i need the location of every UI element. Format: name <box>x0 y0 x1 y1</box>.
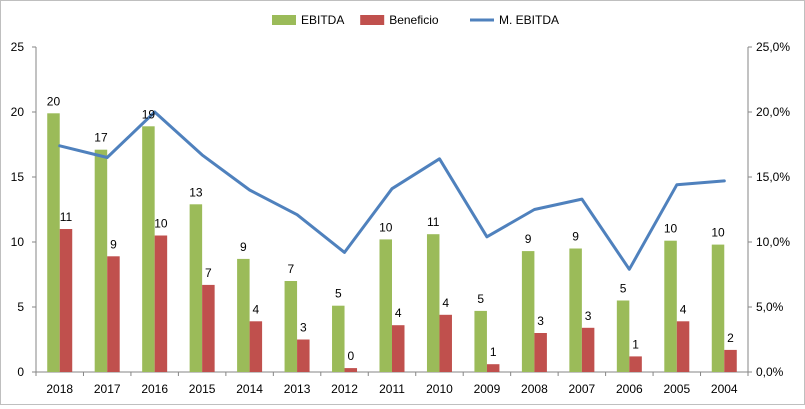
y-left-tick-label: 20 <box>11 105 25 119</box>
bar-ebitda <box>142 126 155 372</box>
bar-beneficio <box>250 321 263 372</box>
data-label-beneficio: 4 <box>442 296 449 310</box>
y-left-tick-label: 15 <box>11 170 25 184</box>
data-label-beneficio: 9 <box>110 237 117 251</box>
legend-label: M. EBITDA <box>499 13 559 27</box>
bar-beneficio <box>487 364 500 372</box>
bar-beneficio <box>392 325 405 372</box>
data-label-beneficio: 7 <box>205 266 212 280</box>
legend-swatch-beneficio <box>360 15 384 25</box>
x-tick-label: 2012 <box>331 382 358 396</box>
data-label-beneficio: 3 <box>537 314 544 328</box>
bar-beneficio <box>297 340 310 373</box>
bar-ebitda <box>190 204 203 372</box>
x-tick-label: 2004 <box>711 382 738 396</box>
data-label-ebitda: 5 <box>620 282 627 296</box>
bar-beneficio <box>107 256 120 372</box>
bar-ebitda <box>285 281 298 372</box>
data-label-ebitda: 5 <box>335 287 342 301</box>
bar-ebitda <box>664 241 677 372</box>
data-label-ebitda: 11 <box>427 215 440 229</box>
data-label-ebitda: 5 <box>477 292 484 306</box>
legend-swatch-ebitda <box>272 15 296 25</box>
x-tick-label: 2007 <box>569 382 596 396</box>
x-tick-label: 2014 <box>236 382 263 396</box>
data-label-ebitda: 9 <box>525 232 532 246</box>
bar-beneficio <box>439 315 452 372</box>
bar-ebitda <box>522 251 535 372</box>
data-label-beneficio: 1 <box>490 345 497 359</box>
bar-beneficio <box>629 356 642 372</box>
y-left-tick-label: 10 <box>11 235 25 249</box>
y-left-tick-label: 5 <box>17 300 24 314</box>
legend: EBITDA Beneficio M. EBITDA <box>272 13 559 27</box>
y-right-tick-label: 0,0% <box>756 365 784 379</box>
y-right-tick-label: 20,0% <box>756 105 790 119</box>
x-tick-label: 2008 <box>521 382 548 396</box>
bar-beneficio <box>345 368 358 372</box>
x-tick-label: 2009 <box>474 382 501 396</box>
x-tick-label: 2005 <box>663 382 690 396</box>
x-tick-label: 2015 <box>189 382 216 396</box>
y-right-tick-label: 15,0% <box>756 170 790 184</box>
bar-ebitda <box>237 259 250 372</box>
x-tick-label: 2018 <box>46 382 73 396</box>
data-label-ebitda: 10 <box>379 220 393 234</box>
bars <box>47 113 737 372</box>
data-label-ebitda: 9 <box>240 240 247 254</box>
x-tick-label: 2016 <box>141 382 168 396</box>
bar-ebitda <box>712 245 725 372</box>
x-tick-label: 2006 <box>616 382 643 396</box>
y-left-tick-label: 25 <box>11 40 25 54</box>
bar-ebitda <box>617 301 630 373</box>
bar-ebitda <box>47 113 60 372</box>
bar-beneficio <box>582 328 595 372</box>
legend-label: EBITDA <box>301 13 344 27</box>
data-label-ebitda: 17 <box>94 131 108 145</box>
bar-ebitda <box>332 306 345 372</box>
data-label-beneficio: 10 <box>154 217 168 231</box>
y-right-tick-label: 10,0% <box>756 235 790 249</box>
bar-beneficio <box>724 350 737 372</box>
data-label-beneficio: 0 <box>347 349 354 363</box>
y-left-tick-label: 0 <box>17 365 24 379</box>
bar-beneficio <box>60 229 73 372</box>
bar-ebitda <box>95 150 108 372</box>
x-tick-label: 2011 <box>379 382 405 396</box>
data-label-ebitda: 20 <box>47 94 61 108</box>
bar-beneficio <box>155 236 168 373</box>
y-right-tick-label: 5,0% <box>756 300 784 314</box>
data-label-beneficio: 4 <box>680 302 687 316</box>
data-label-ebitda: 9 <box>572 230 579 244</box>
y-right-tick-label: 25,0% <box>756 40 790 54</box>
bar-beneficio <box>534 333 547 372</box>
data-label-beneficio: 2 <box>727 331 734 345</box>
data-label-ebitda: 10 <box>664 222 678 236</box>
x-tick-label: 2017 <box>94 382 121 396</box>
bar-ebitda <box>380 239 393 372</box>
data-label-beneficio: 1 <box>632 337 639 351</box>
bar-beneficio <box>202 285 215 372</box>
bar-beneficio <box>677 321 690 372</box>
data-label-ebitda: 13 <box>189 185 203 199</box>
legend-label: Beneficio <box>389 13 439 27</box>
data-label-beneficio: 11 <box>60 210 73 224</box>
data-label-ebitda: 10 <box>711 226 725 240</box>
x-tick-label: 2013 <box>284 382 311 396</box>
data-label-beneficio: 3 <box>585 309 592 323</box>
data-label-beneficio: 4 <box>253 302 260 316</box>
data-label-ebitda: 7 <box>287 262 294 276</box>
data-label-ebitda: 19 <box>142 107 156 121</box>
data-label-beneficio: 3 <box>300 321 307 335</box>
bar-ebitda <box>474 311 487 372</box>
bar-ebitda <box>427 234 440 372</box>
x-tick-label: 2010 <box>426 382 453 396</box>
bar-ebitda <box>569 249 582 373</box>
data-label-beneficio: 4 <box>395 306 402 320</box>
